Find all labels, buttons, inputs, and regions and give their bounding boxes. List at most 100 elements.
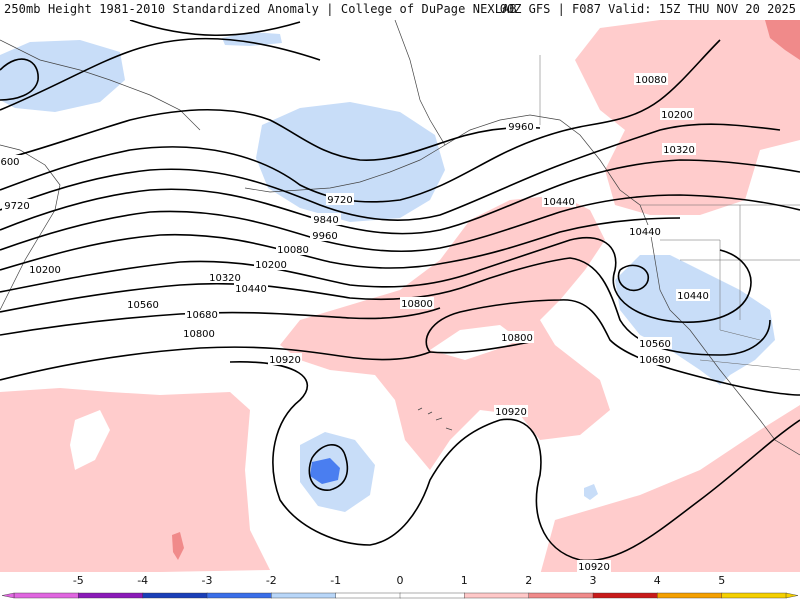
contour-label-text: 10200 [661,110,693,121]
colorbar-tick-label: 2 [525,574,532,587]
colorbar-bar [1,592,799,599]
strong-negative-anomaly [310,458,340,484]
hawaii-islands [417,407,453,431]
colorbar-segment [142,592,208,599]
contour-line [129,19,301,37]
colorbar-labels: -5 -4 -3 -2 -1 0 1 2 3 4 5 [73,574,725,587]
contour-line [0,58,39,101]
neutral-holes [70,325,520,470]
contour-label-text: 9960 [312,231,337,242]
neutral-region [70,410,110,470]
colorbar-segment [13,592,80,599]
anomaly-region [540,405,800,575]
contour-label-text: 10440 [677,291,709,302]
contour-label-text: 10800 [183,329,215,340]
colorbar-tick-label: -5 [73,574,84,587]
colorbar-tick-label: -4 [137,574,148,587]
contour-label-text: 10200 [29,265,61,276]
colorbar-segment [399,592,466,599]
contour-label: 9960 [506,120,536,133]
contour-label: 10560 [126,298,160,311]
contour-label: 10440 [676,289,710,302]
contour-label: 9840 [311,213,341,226]
contour-label-text: 10800 [401,299,433,310]
contour-label: 10080 [634,73,668,86]
siberia-coast [0,39,201,131]
anomaly-region [280,195,610,470]
strong-positive-anomaly [172,20,800,560]
contour-label: 10320 [662,143,696,156]
anomaly-region [765,20,800,60]
contour-label-text: 10200 [255,260,287,271]
contour-label: 10800 [182,327,216,340]
contour-label: 10080 [276,243,310,256]
aleutian-chain [244,144,446,193]
contour-label: 9720 [326,193,354,206]
contour-line [0,109,541,161]
colorbar-segment [528,592,594,599]
contour-label: 10680 [638,353,672,366]
contour-label: 10440 [542,195,576,208]
contour-label-text: 10560 [639,339,671,350]
colorbar-segment [721,592,787,599]
contour-label: 10920 [494,405,528,418]
contour-label: 10200 [660,108,694,121]
anomaly-region [584,484,598,500]
colorbar-segment [206,592,273,599]
contour-label-text: 10800 [501,333,533,344]
anomaly-region [172,532,184,560]
contour-label-text: 9840 [313,215,338,226]
contour-label-text: 10320 [663,145,695,156]
contour-label-text: 9720 [327,195,352,206]
contour-line [0,257,771,356]
contour-label-text: 10320 [209,273,241,284]
contour-label: 10440 [234,282,268,295]
map-title: 250mb Height 1981-2010 Standardized Anom… [4,2,517,16]
contour-label: 10800 [400,297,434,310]
border-line [660,239,761,341]
contour-label-text: 10920 [578,562,610,573]
anomaly-region [615,255,775,385]
height-contours [0,19,800,562]
contour-label: 9720 [2,199,32,212]
contour-line [0,236,752,323]
colorbar-min-arrow [1,592,15,599]
anomaly-region [222,32,282,46]
contour-line [229,361,800,562]
colorbar-tick-label: 3 [590,574,597,587]
anomaly-region [256,102,445,222]
contour-line [0,39,721,203]
contour-label: 10320 [208,271,242,284]
colorbar-segment [271,592,337,599]
contour-label-text: 10680 [186,310,218,321]
anomaly-region [310,458,340,484]
colorbar-tick-label: 4 [654,574,661,587]
colorbar-tick-label: -1 [330,574,341,587]
contour-label-text: 10080 [635,75,667,86]
map-header: 250mb Height 1981-2010 Standardized Anom… [0,0,800,20]
contour-label: 10440 [628,225,662,238]
colorbar-segment [657,592,723,599]
contour-label-text: 10920 [269,355,301,366]
contour-line [0,159,800,235]
contour-label: 10920 [577,560,611,573]
contour-label: 9960 [310,229,340,242]
model-run-info: 00Z GFS | F087 Valid: 15Z THU NOV 20 202… [499,2,796,16]
contour-label-text: 10440 [235,284,267,295]
contour-line [0,37,321,111]
border-line [699,359,800,371]
contour-label: 10200 [254,258,288,271]
colorbar-tick-label: -2 [266,574,277,587]
contour-line [0,307,441,336]
contour-label: 10200 [28,263,62,276]
colorbar-max-arrow [785,592,799,599]
contour-label-text: 10440 [629,227,661,238]
contour-labels: 9720 9720 9840 9960 9960 10080 10080 102… [0,73,710,573]
contour-label-text: 10440 [543,197,575,208]
neutral-region [430,325,520,360]
colorbar-segment [464,592,530,599]
contour-label-text: 9960 [508,122,533,133]
colorbar-tick-label: 1 [461,574,468,587]
contour-label: 10680 [185,308,219,321]
